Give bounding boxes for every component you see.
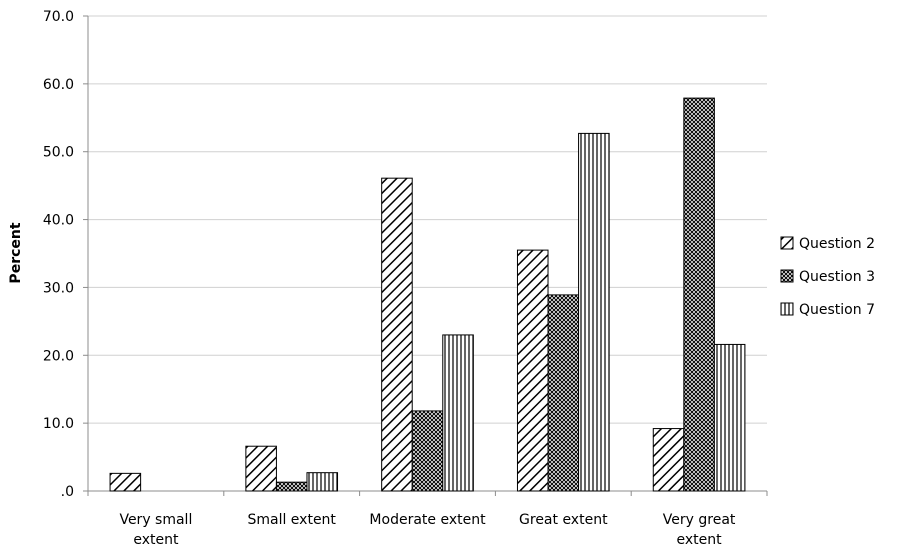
bar-question-3 [547,294,580,492]
y-tick-label: 50.0 [43,145,74,161]
legend-label: Question 7 [799,302,875,318]
x-category-label: Moderate extent [369,512,486,528]
y-tick-label: 10.0 [43,416,74,432]
legend-swatch [780,302,794,316]
x-category-label: Small extent [247,512,336,528]
bar-question-3 [275,481,308,492]
gridlines [88,15,767,424]
bar-question-7 [442,334,474,492]
bar-question-3 [683,97,715,492]
y-axis-title: Percent [8,222,24,283]
y-tick-label: 20.0 [43,348,74,364]
y-tick-label: 30.0 [43,280,74,296]
bar-question-7 [713,343,746,492]
legend-label: Question 3 [799,269,875,285]
x-category-label: Very small extent [119,512,192,548]
legend-label: Question 2 [799,236,875,252]
y-tick-label: 40.0 [43,213,74,229]
bar-question-2 [652,428,685,492]
x-category-label: Very great extent [663,512,736,548]
y-tick-label: .0 [61,484,74,500]
bar-question-7 [306,472,339,492]
y-tick-label: 70.0 [43,9,74,25]
legend: Question 2 Question 3 Question 7 [780,236,875,318]
x-axis-categories: Very small extent Small extent Moderate ext… [87,491,768,548]
bar-question-2 [245,445,277,492]
bar-question-2 [109,472,142,492]
bar-question-2 [381,177,413,492]
bar-question-3 [411,410,444,492]
bar-question-7 [578,132,610,492]
bar-question-2 [516,249,549,492]
legend-swatch [780,269,794,283]
bars [109,97,746,492]
y-tick-label: 60.0 [43,77,74,93]
x-category-label: Great extent [519,512,608,528]
legend-swatch [780,236,794,250]
